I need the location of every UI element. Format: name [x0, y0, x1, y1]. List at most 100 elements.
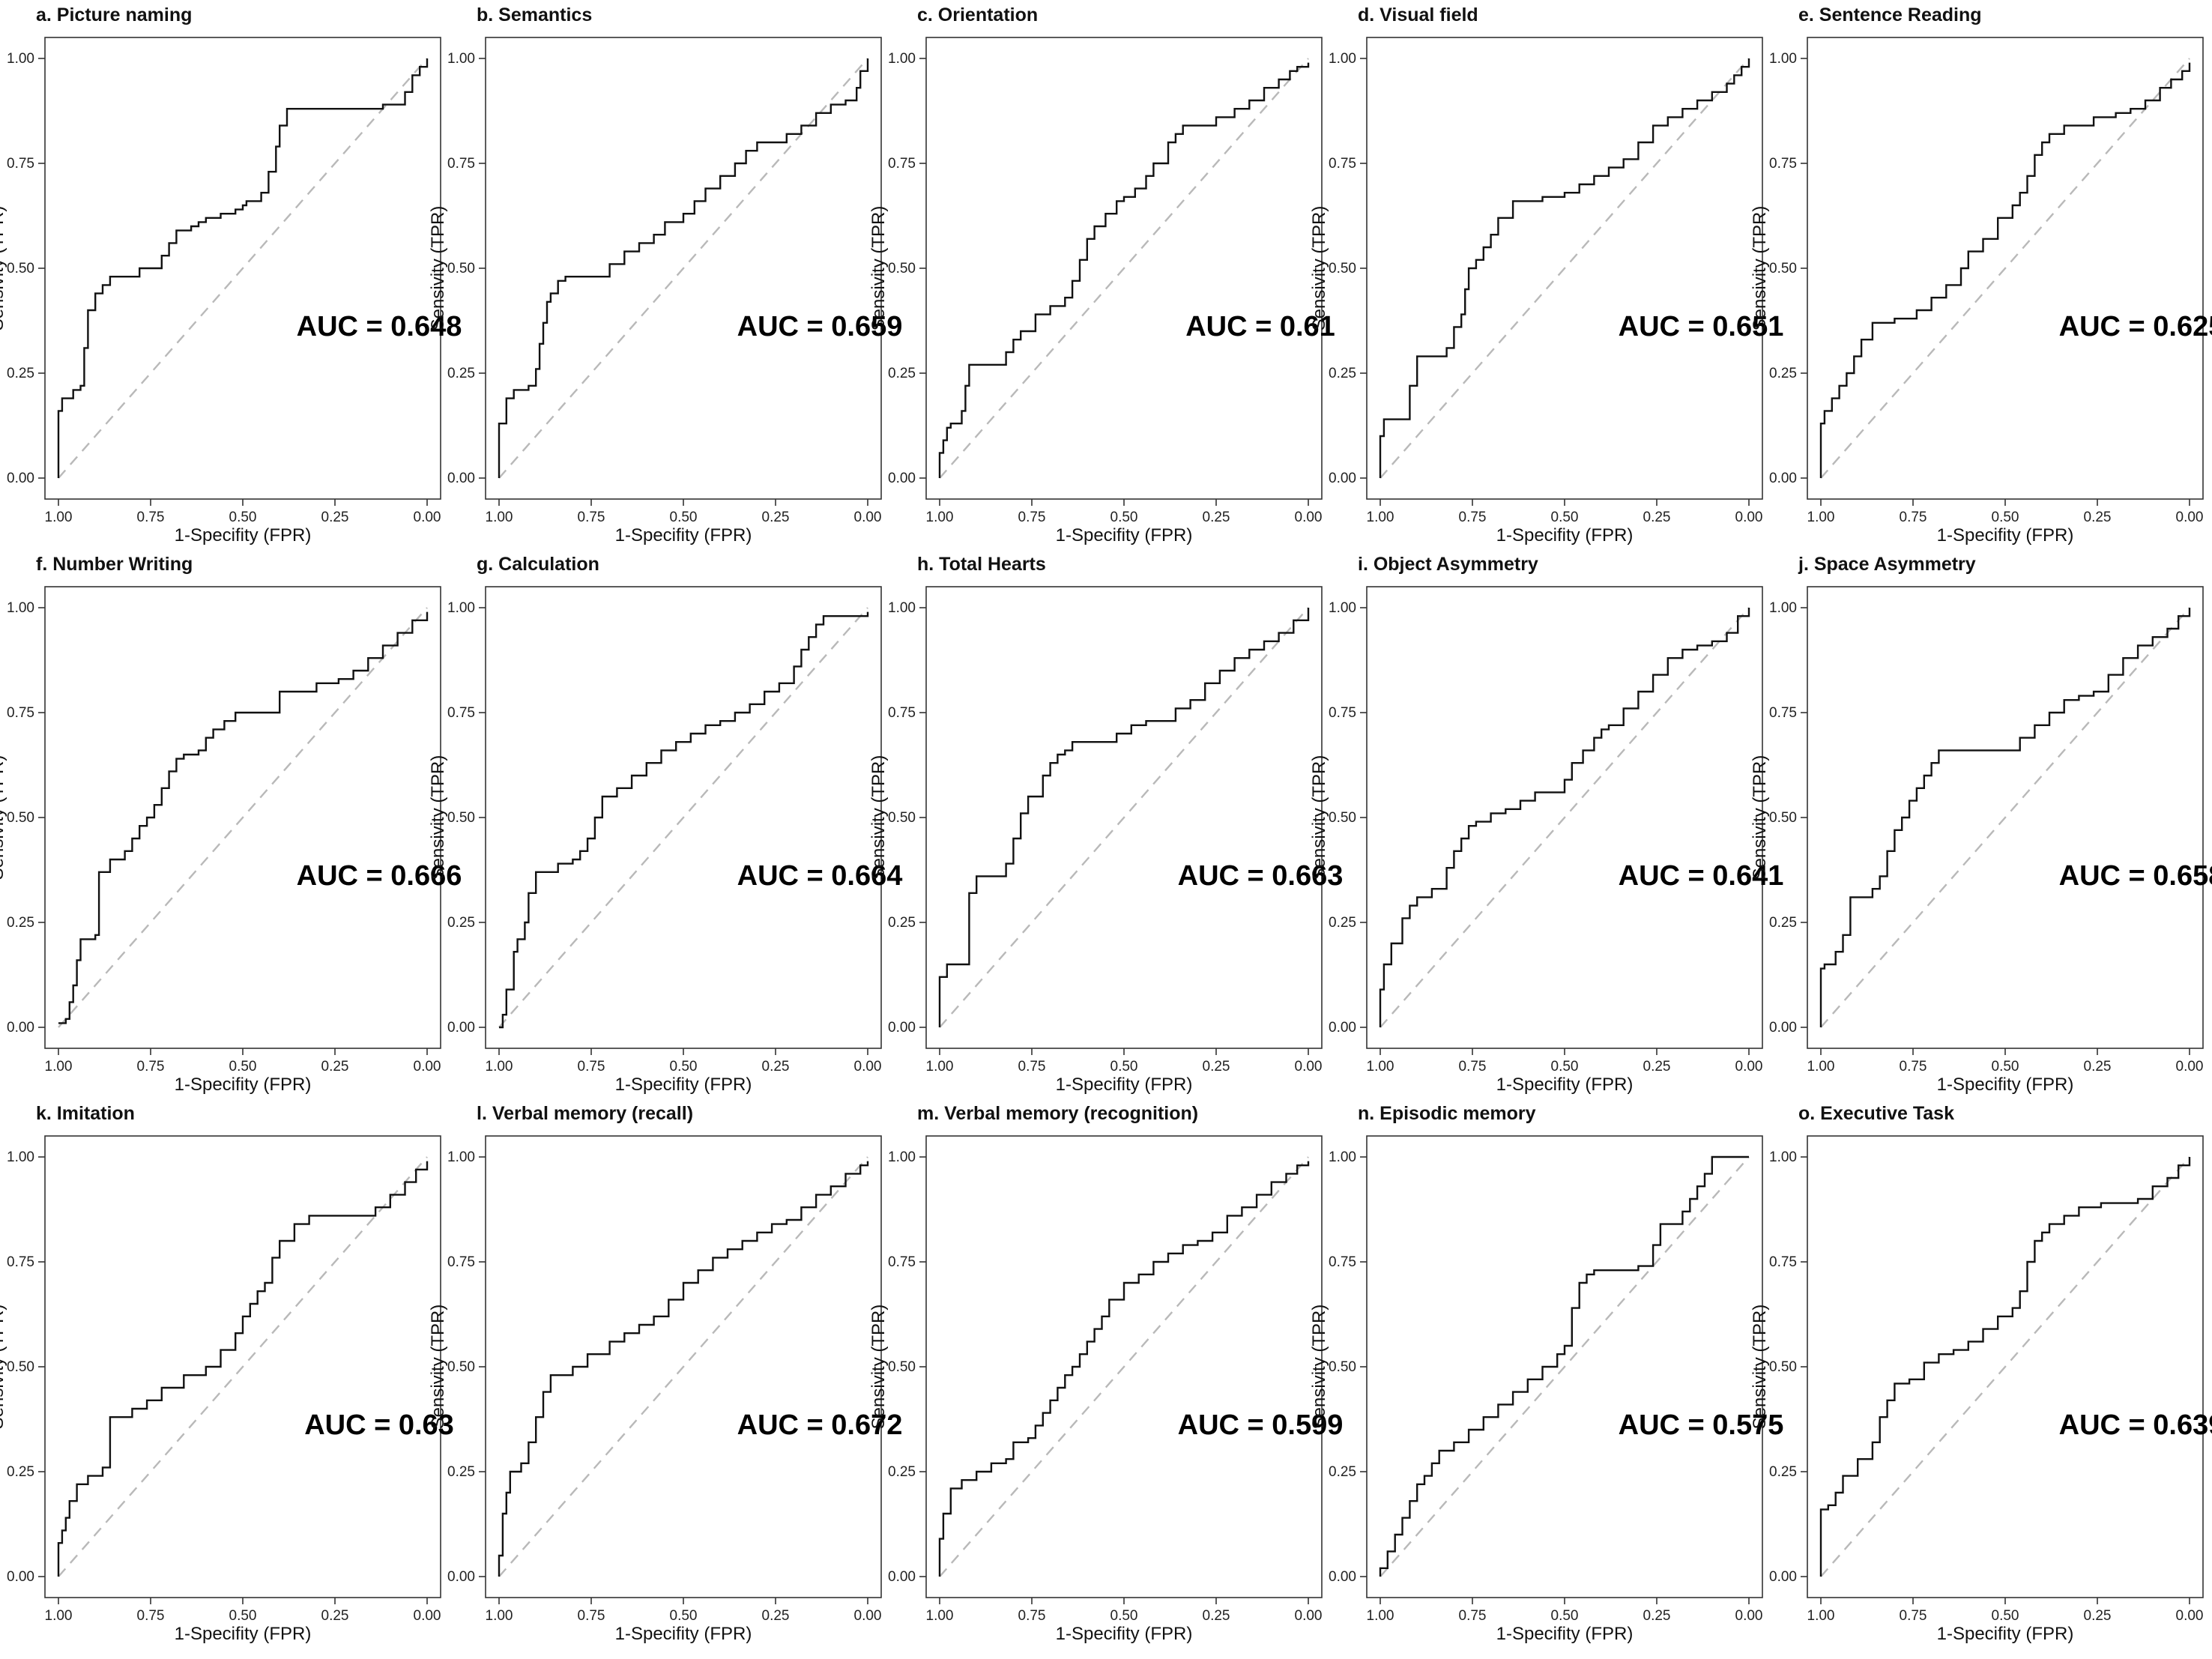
y-tick-label: 0.00	[1329, 471, 1356, 486]
chance-diagonal-line	[498, 607, 868, 1028]
y-axis-label: Sensivity (TPR)	[0, 1305, 7, 1430]
y-tick-label: 0.75	[7, 705, 34, 721]
x-tick-label: 1.00	[1807, 1608, 1835, 1624]
x-tick-label: 0.50	[1551, 510, 1579, 525]
chance-diagonal-line	[1820, 607, 2190, 1028]
y-tick-label: 0.00	[7, 1020, 34, 1036]
y-tick-label: 0.25	[1329, 1464, 1356, 1480]
y-tick-label: 1.00	[7, 1149, 34, 1165]
chance-diagonal-line	[58, 1156, 428, 1577]
y-tick-label: 0.25	[1769, 1464, 1797, 1480]
x-tick-label: 1.00	[486, 510, 513, 525]
y-tick-label: 0.50	[447, 261, 475, 276]
roc-panel: f. Number Writing 1.00 0.75 0.50 0.25 0.00 0.0…	[0, 554, 462, 1095]
chance-diagonal-line	[58, 58, 428, 479]
roc-curve	[938, 62, 1310, 478]
y-tick-label: 0.25	[7, 1464, 34, 1480]
x-tick-label: 0.00	[414, 1059, 441, 1075]
auc-annotation: AUC = 0.659	[737, 311, 903, 342]
x-axis-label: 1-Specifity (FPR)	[1937, 1624, 2074, 1644]
y-axis-label: Sensivity (TPR)	[868, 1305, 889, 1430]
panel-title: c. Orientation	[917, 4, 1038, 25]
x-tick-label: 1.00	[486, 1608, 513, 1624]
panel-title: m. Verbal memory (recognition)	[917, 1103, 1198, 1124]
y-tick-label: 1.00	[888, 51, 916, 67]
chance-diagonal-line	[1380, 1156, 1750, 1577]
y-tick-label: 0.00	[447, 1020, 475, 1036]
x-tick-label: 0.75	[137, 1059, 165, 1075]
y-tick-label: 0.00	[1329, 1020, 1356, 1036]
y-tick-label: 0.00	[1769, 1569, 1797, 1585]
x-tick-label: 0.00	[414, 1608, 441, 1624]
y-axis-label: Sensivity (TPR)	[868, 206, 889, 331]
x-tick-label: 0.75	[137, 510, 165, 525]
x-tick-label: 0.00	[854, 1059, 882, 1075]
y-tick-label: 0.00	[7, 471, 34, 486]
y-tick-label: 1.00	[888, 600, 916, 616]
y-tick-label: 0.50	[1769, 1359, 1797, 1375]
x-tick-label: 0.75	[137, 1608, 165, 1624]
x-tick-label: 1.00	[1367, 1059, 1394, 1075]
y-tick-label: 0.25	[888, 366, 916, 381]
y-tick-label: 0.00	[1769, 1020, 1797, 1036]
chance-diagonal-line	[1380, 607, 1750, 1028]
roc-panel: a. Picture naming 1.00 0.75 0.50 0.25 0.00 0.0…	[0, 4, 462, 546]
roc-panel: l. Verbal memory (recall) 1.00 0.75 0.50 0.2…	[428, 1103, 902, 1644]
y-axis-label: Sensivity (TPR)	[428, 206, 448, 331]
x-tick-label: 0.75	[1900, 1059, 1927, 1075]
y-tick-label: 1.00	[1769, 51, 1797, 67]
x-tick-label: 0.25	[762, 1608, 790, 1624]
y-tick-label: 0.75	[888, 1254, 916, 1270]
x-tick-label: 0.50	[229, 1608, 257, 1624]
roc-panel: k. Imitation 1.00 0.75 0.50 0.25 0.00 0.00 0.25…	[0, 1103, 454, 1644]
auc-annotation: AUC = 0.575	[1619, 1409, 1784, 1441]
x-tick-label: 0.75	[578, 1608, 605, 1624]
y-tick-label: 1.00	[447, 51, 475, 67]
chance-diagonal-line	[498, 58, 868, 479]
y-tick-label: 0.50	[1769, 810, 1797, 826]
y-tick-label: 0.50	[7, 810, 34, 826]
roc-panel: d. Visual field 1.00 0.75 0.50 0.25 0.00 0.00 0…	[1309, 4, 1783, 546]
chance-diagonal-line	[939, 607, 1309, 1028]
y-tick-label: 0.25	[7, 366, 34, 381]
roc-panel: c. Orientation 1.00 0.75 0.50 0.25 0.00 0.00 0.…	[868, 4, 1335, 546]
y-axis-label: Sensivity (TPR)	[1309, 755, 1329, 880]
y-tick-label: 0.00	[447, 1569, 475, 1585]
chance-diagonal-line	[58, 607, 428, 1028]
y-tick-label: 1.00	[1329, 1149, 1356, 1165]
panel-title: n. Episodic memory	[1358, 1103, 1536, 1124]
y-tick-label: 0.75	[1769, 1254, 1797, 1270]
x-tick-label: 0.00	[2176, 1608, 2204, 1624]
y-tick-label: 1.00	[7, 51, 34, 67]
y-tick-label: 1.00	[1329, 600, 1356, 616]
x-tick-label: 0.50	[1110, 1608, 1138, 1624]
x-tick-label: 1.00	[926, 510, 954, 525]
y-tick-label: 0.00	[1769, 471, 1797, 486]
x-tick-label: 0.00	[1735, 1059, 1763, 1075]
x-tick-label: 0.00	[2176, 510, 2204, 525]
y-tick-label: 0.00	[888, 1569, 916, 1585]
y-axis-label: Sensivity (TPR)	[1750, 206, 1770, 331]
y-tick-label: 0.25	[1769, 366, 1797, 381]
x-tick-label: 0.00	[854, 1608, 882, 1624]
roc-curve	[938, 1161, 1310, 1577]
x-tick-label: 0.00	[854, 510, 882, 525]
y-tick-label: 1.00	[888, 1149, 916, 1165]
y-tick-label: 0.00	[447, 471, 475, 486]
x-tick-label: 1.00	[1367, 1608, 1394, 1624]
x-tick-label: 0.25	[321, 510, 349, 525]
y-tick-label: 0.25	[1329, 366, 1356, 381]
x-axis-label: 1-Specifity (FPR)	[615, 1624, 752, 1644]
x-tick-label: 0.25	[1643, 1059, 1671, 1075]
y-tick-label: 0.75	[1329, 705, 1356, 721]
y-tick-label: 0.50	[7, 1359, 34, 1375]
y-tick-label: 0.75	[447, 1254, 475, 1270]
x-axis-label: 1-Specifity (FPR)	[1496, 1624, 1634, 1644]
y-tick-label: 0.50	[447, 1359, 475, 1375]
x-tick-label: 1.00	[1807, 510, 1835, 525]
x-tick-label: 0.75	[578, 510, 605, 525]
x-tick-label: 0.00	[1735, 510, 1763, 525]
y-tick-label: 0.50	[7, 261, 34, 276]
y-axis-label: Sensivity (TPR)	[1750, 1305, 1770, 1430]
x-axis-label: 1-Specifity (FPR)	[175, 1075, 312, 1095]
